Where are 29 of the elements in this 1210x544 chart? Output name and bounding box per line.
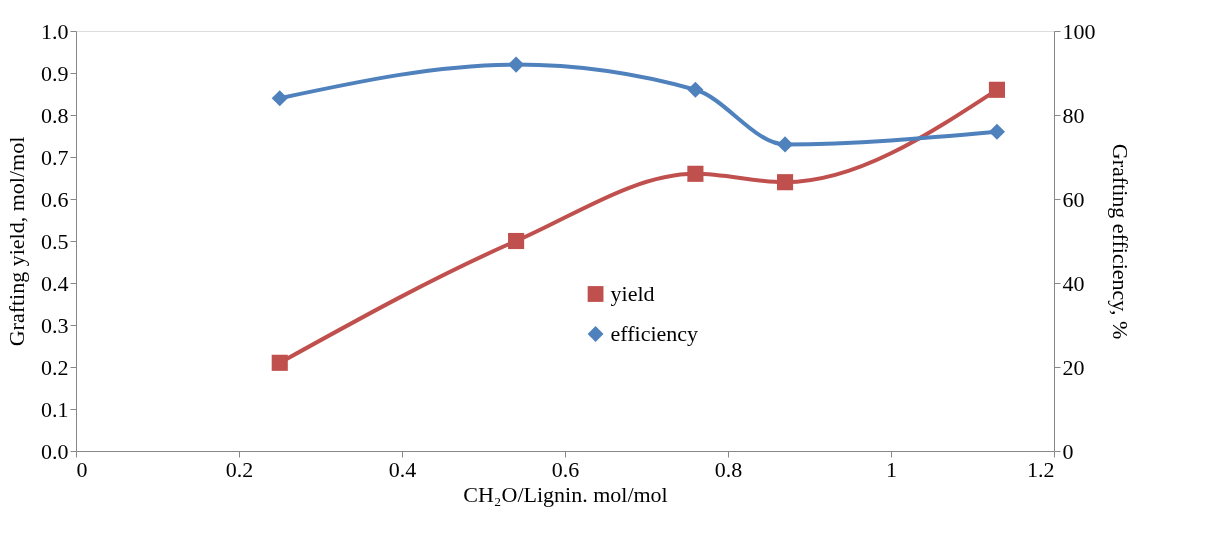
x-tick-label: 0.4: [388, 456, 417, 482]
y-tick-label: 0.2: [41, 354, 69, 380]
y-tick-label: 0.6: [41, 186, 69, 212]
y-tick-label: 0.1: [41, 396, 69, 422]
y-tick-label: 0.7: [41, 144, 69, 170]
y-tick-label: 0.9: [41, 60, 69, 86]
x-axis-title: CH₂O/Lignin. mol/mol: [463, 481, 668, 507]
y-tick-label: 0.5: [41, 228, 69, 254]
x-tick-label: 0.6: [551, 456, 580, 482]
y2-tick-label: 60: [1062, 186, 1085, 212]
x-tick-label: 0.8: [714, 456, 743, 482]
x-tick-label: 0.2: [225, 456, 254, 482]
y2-tick-label: 20: [1062, 354, 1085, 380]
y-tick-label: 0.4: [41, 270, 69, 296]
x-tick-label: 1.2: [1027, 456, 1055, 482]
y2-tick-label: 100: [1062, 18, 1096, 44]
y-axis-title: Grafting yield, mol/mol: [4, 136, 29, 347]
y2-tick-label: 40: [1062, 270, 1085, 296]
legend-label: yield: [610, 281, 655, 306]
x-tick-label: 1: [886, 456, 897, 482]
legend-label: efficiency: [610, 321, 699, 346]
y-tick-label: 1.0: [41, 18, 69, 44]
y-tick-label: 0.3: [41, 312, 69, 338]
y-tick-label: 0.0: [41, 438, 69, 464]
y2-tick-label: 0: [1062, 438, 1074, 464]
y2-tick-label: 80: [1062, 102, 1085, 128]
y2-axis-title: Grafting efficiency, %: [1107, 143, 1133, 340]
y-tick-label: 0.8: [41, 102, 69, 128]
x-tick-label: 0: [76, 456, 88, 482]
